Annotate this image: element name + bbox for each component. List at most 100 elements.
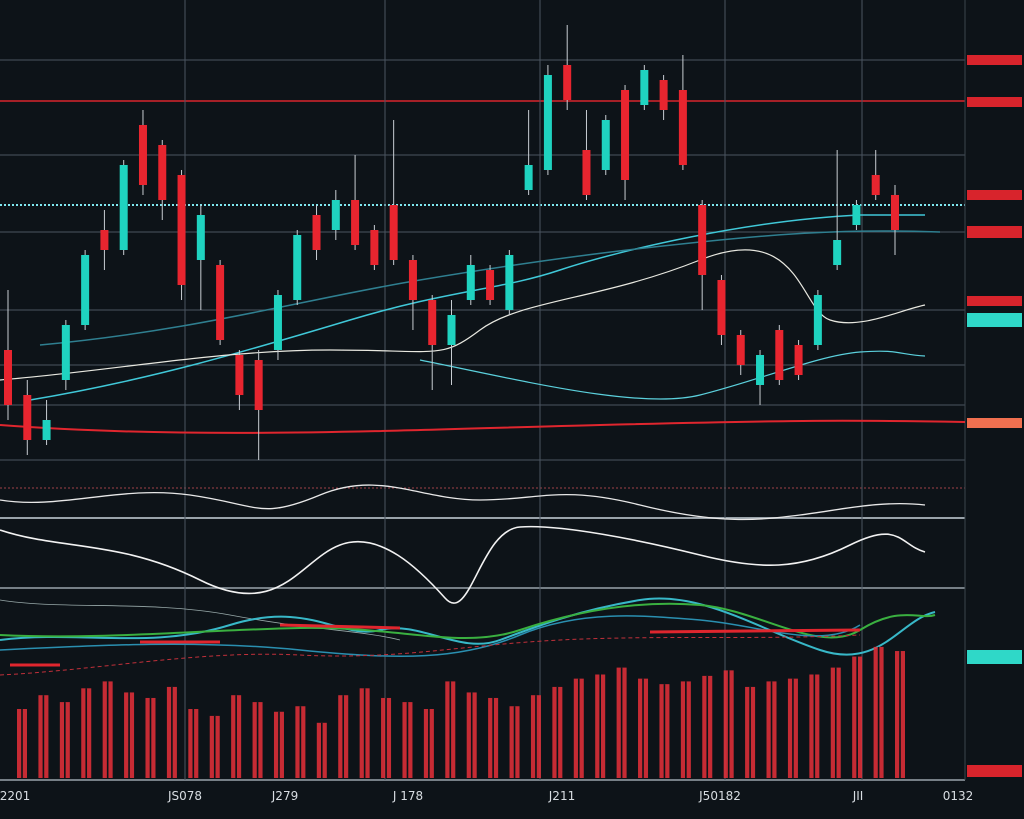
candle-body (813, 295, 822, 345)
candle-body (158, 145, 167, 200)
volume-gap (149, 697, 152, 778)
candle-body (216, 265, 225, 340)
volume-gap (513, 706, 516, 778)
candle (505, 250, 514, 315)
candle-body (794, 345, 803, 375)
volume-gap (599, 674, 601, 778)
candle (293, 230, 302, 305)
candle (119, 160, 128, 255)
candle (177, 170, 186, 300)
candle (543, 65, 552, 175)
candle-body (543, 75, 552, 170)
candle (466, 255, 475, 305)
volume-gap (128, 692, 130, 778)
candle-body (447, 315, 456, 345)
volume-gap (877, 646, 880, 778)
candle (563, 25, 572, 110)
candle-body (61, 325, 70, 380)
candle (659, 75, 668, 120)
volume-gap (21, 709, 23, 778)
candle-body (466, 265, 475, 300)
volume-gap (535, 695, 537, 778)
candle (351, 155, 360, 250)
volume-gap (556, 686, 559, 778)
candle-body (408, 260, 417, 300)
candle (698, 200, 707, 310)
volume-gap (363, 688, 366, 778)
candle-body (119, 165, 128, 250)
candle-body (833, 240, 842, 265)
candle (4, 290, 12, 420)
volume-gap (321, 722, 323, 778)
candle-body (196, 215, 205, 260)
x-tick-label: J 178 (392, 789, 423, 803)
candle (621, 85, 630, 200)
candle-body (235, 355, 244, 395)
candle-body (486, 270, 495, 300)
volume-gap (813, 674, 816, 778)
volume-gap (299, 706, 302, 778)
candle (794, 340, 803, 380)
volume-gap (213, 715, 216, 778)
candle (235, 350, 244, 410)
candle (736, 330, 745, 375)
marks: 2201 JS078 J279 J 178 J211 J50182 JII 0132 (0, 25, 973, 803)
candle (524, 110, 533, 195)
candle (640, 65, 649, 110)
candle-body (42, 420, 51, 440)
candle-body (254, 360, 263, 410)
overlays (0, 214, 966, 676)
candle (216, 260, 225, 345)
candle (312, 205, 321, 260)
candle-body (138, 125, 147, 185)
candle-body (601, 120, 610, 170)
price-tags (967, 55, 1022, 777)
volume-gap (492, 697, 494, 778)
volume-gap (770, 681, 773, 778)
candle (81, 250, 90, 330)
candle (447, 300, 456, 385)
candle (428, 295, 437, 390)
candle-body (273, 295, 282, 350)
volume-gap (620, 667, 623, 778)
candle (158, 140, 167, 220)
volume-gap (42, 695, 45, 778)
volume-gap (642, 678, 644, 778)
candle (813, 290, 822, 350)
candle-body (756, 355, 765, 385)
x-tick-label: J211 (548, 789, 575, 803)
candle-body (351, 200, 360, 245)
candle-body (659, 80, 668, 110)
x-tick-label: J279 (271, 789, 298, 803)
candle (42, 400, 51, 445)
candle-body (736, 335, 745, 365)
candle (389, 120, 398, 265)
candle (582, 110, 591, 200)
volume-gap (342, 695, 345, 778)
volume-gap (792, 678, 794, 778)
volume-gap (385, 697, 387, 778)
candle-body (717, 280, 726, 335)
volume-gap (256, 702, 259, 778)
candle (196, 205, 205, 310)
candle-body (177, 175, 186, 285)
candle (678, 55, 687, 170)
volume-gap (171, 686, 173, 778)
candle-body (428, 300, 437, 345)
candle (23, 380, 32, 455)
candle-body (891, 195, 899, 230)
candle (833, 150, 842, 270)
x-tick-label: J50182 (698, 789, 741, 803)
x-tick-label: 2201 (0, 789, 30, 803)
volume-gap (899, 651, 901, 778)
volume-gap (64, 702, 66, 778)
candle-body (563, 65, 572, 100)
candle (331, 190, 340, 240)
grid (0, 0, 966, 781)
volume-gap (470, 692, 473, 778)
volume-gap (834, 667, 837, 778)
x-tick-label: JS078 (167, 789, 202, 803)
candle-body (293, 235, 302, 300)
candle-body (23, 395, 32, 440)
